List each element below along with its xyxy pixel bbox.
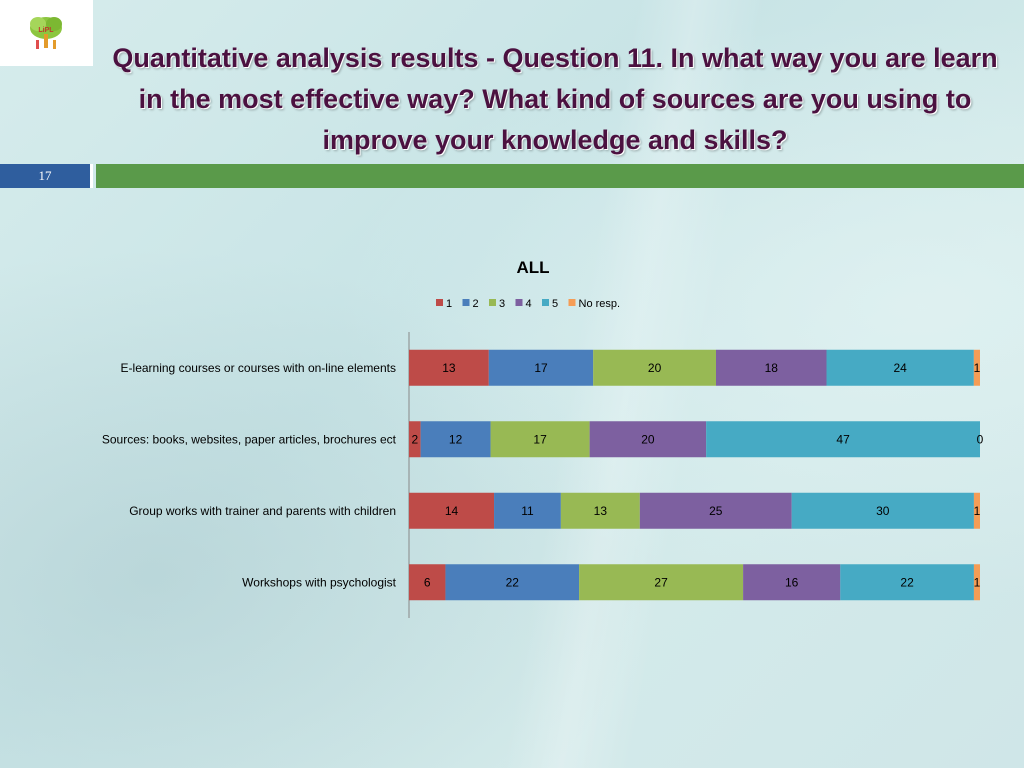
bar-0-5 bbox=[973, 349, 980, 386]
tree-logo-icon: LiPL bbox=[30, 17, 62, 49]
data-label-0-1: 17 bbox=[534, 361, 548, 375]
data-label-3-3: 16 bbox=[785, 575, 799, 589]
data-label-0-2: 20 bbox=[648, 361, 662, 375]
bar-0-1 bbox=[488, 349, 594, 386]
data-label-2-5: 1 bbox=[974, 504, 981, 518]
bar-1-1 bbox=[420, 421, 491, 458]
data-label-3-0: 6 bbox=[424, 575, 431, 589]
legend-swatch-5 bbox=[568, 299, 576, 306]
bar-1-2 bbox=[490, 421, 590, 458]
data-label-2-3: 25 bbox=[709, 504, 723, 518]
data-label-2-0: 14 bbox=[445, 504, 459, 518]
data-label-3-2: 27 bbox=[654, 575, 668, 589]
legend-label-0: 1 bbox=[446, 298, 452, 310]
legend-swatch-4 bbox=[542, 299, 549, 306]
bar-3-3 bbox=[743, 564, 841, 601]
bar-3-2 bbox=[579, 564, 744, 601]
data-label-3-1: 22 bbox=[506, 575, 520, 589]
legend-label-3: 4 bbox=[526, 298, 532, 310]
data-label-1-1: 12 bbox=[449, 432, 463, 446]
legend-label-2: 3 bbox=[499, 298, 505, 310]
bar-3-0 bbox=[409, 564, 446, 601]
bar-3-1 bbox=[445, 564, 580, 601]
data-label-1-0: 2 bbox=[411, 432, 418, 446]
chart-title: ALL bbox=[516, 258, 549, 277]
slide-number: 17 bbox=[0, 164, 93, 188]
bar-0-0 bbox=[409, 349, 489, 386]
data-label-1-4: 47 bbox=[836, 432, 850, 446]
data-label-1-5: 0 bbox=[977, 432, 984, 446]
bar-2-4 bbox=[791, 492, 974, 529]
category-label-0: E-learning courses or courses with on-li… bbox=[121, 361, 396, 375]
logo: LiPL bbox=[0, 0, 93, 66]
data-label-2-1: 11 bbox=[521, 504, 534, 518]
legend-label-4: 5 bbox=[552, 298, 558, 310]
bar-2-1 bbox=[494, 492, 561, 529]
logo-text: LiPL bbox=[38, 27, 54, 34]
category-label-2: Group works with trainer and parents wit… bbox=[129, 504, 396, 518]
bar-1-3 bbox=[589, 421, 707, 458]
bar-0-2 bbox=[593, 349, 716, 386]
legend-swatch-1 bbox=[462, 299, 470, 306]
bar-1-0 bbox=[409, 421, 421, 458]
data-label-2-2: 13 bbox=[594, 504, 608, 518]
bar-1-4 bbox=[706, 421, 980, 458]
slide-title: Quantitative analysis results - Question… bbox=[112, 43, 998, 155]
category-label-3: Workshops with psychologist bbox=[242, 575, 397, 589]
bar-3-4 bbox=[840, 564, 974, 601]
legend-label-5: No resp. bbox=[579, 298, 621, 310]
data-label-1-3: 20 bbox=[641, 432, 655, 446]
data-label-0-5: 1 bbox=[974, 361, 981, 375]
bar-0-3 bbox=[715, 349, 827, 386]
legend-swatch-0 bbox=[436, 299, 443, 306]
data-label-0-0: 13 bbox=[442, 361, 456, 375]
legend-swatch-3 bbox=[515, 299, 523, 306]
bar-0-4 bbox=[826, 349, 974, 386]
data-label-2-4: 30 bbox=[876, 504, 890, 518]
bar-2-2 bbox=[560, 492, 640, 529]
category-label-1: Sources: books, websites, paper articles… bbox=[102, 432, 397, 446]
bar-2-0 bbox=[409, 492, 495, 529]
data-label-0-3: 18 bbox=[765, 361, 779, 375]
legend-swatch-2 bbox=[489, 299, 496, 306]
legend-label-1: 2 bbox=[473, 298, 479, 310]
data-label-3-4: 22 bbox=[900, 575, 914, 589]
bar-3-5 bbox=[973, 564, 980, 601]
accent-bar bbox=[96, 164, 1024, 188]
data-label-3-5: 1 bbox=[974, 575, 981, 589]
bar-2-3 bbox=[639, 492, 792, 529]
data-label-0-4: 24 bbox=[894, 361, 908, 375]
bar-2-5 bbox=[973, 492, 980, 529]
data-label-1-2: 17 bbox=[533, 432, 547, 446]
